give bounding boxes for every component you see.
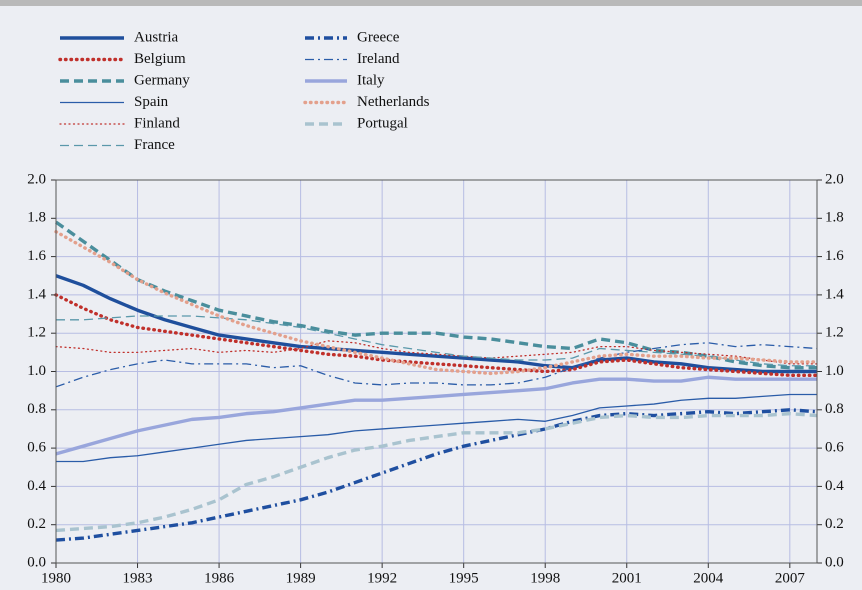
x-tick-label: 1980 — [41, 570, 71, 586]
legend: Austria Belgium Germany Spain Finland France G… — [58, 29, 430, 153]
legend-label: Belgium — [134, 51, 186, 67]
series-line — [54, 293, 819, 378]
plot-lines — [54, 220, 819, 542]
legend-label: Finland — [134, 115, 180, 131]
legend-label: Ireland — [357, 51, 400, 67]
y2-tick-label: 1.8 — [825, 210, 844, 226]
y-tick-label: 0.6 — [27, 440, 46, 456]
y-tick-label: 1.4 — [27, 286, 46, 302]
x-tick-label: 1992 — [367, 570, 397, 586]
y2-tick-label: 2.0 — [825, 171, 844, 187]
x-tick-label: 1995 — [449, 570, 479, 586]
y-tick-label: 1.2 — [27, 325, 46, 341]
y2-tick-label: 0.4 — [825, 478, 844, 494]
series-line — [55, 375, 817, 456]
x-tick-label: 1998 — [530, 570, 560, 586]
x-tick-label: 1986 — [204, 570, 235, 586]
y2-tick-label: 1.6 — [825, 248, 844, 264]
series-line — [55, 220, 817, 370]
legend-label: Greece — [357, 29, 400, 45]
legend-label: Spain — [134, 94, 169, 110]
y2-tick-label: 0.0 — [825, 554, 844, 570]
y-tick-label: 0.4 — [27, 478, 46, 494]
legend-label: Austria — [134, 29, 179, 45]
y2-tick-label: 0.8 — [825, 401, 844, 417]
y-tick-label: 0.0 — [27, 554, 46, 570]
y-tick-label: 1.8 — [27, 210, 46, 226]
legend-label: Germany — [134, 72, 190, 88]
y2-tick-label: 1.2 — [825, 325, 844, 341]
y2-tick-label: 0.6 — [825, 440, 844, 456]
x-tick-label: 2004 — [693, 570, 724, 586]
y2-tick-label: 1.4 — [825, 286, 844, 302]
legend-label: Italy — [357, 72, 385, 88]
y2-tick-label: 0.2 — [825, 516, 844, 532]
x-tick-label: 1983 — [123, 570, 153, 586]
series-line — [56, 315, 817, 367]
series-line — [55, 342, 818, 388]
y-tick-label: 0.8 — [27, 401, 46, 417]
series-line — [55, 408, 818, 542]
y-tick-label: 1.6 — [27, 248, 46, 264]
series-line — [55, 274, 817, 374]
top-bar — [0, 0, 862, 6]
x-tick-label: 2001 — [612, 570, 642, 586]
y2-tick-label: 1.0 — [825, 363, 844, 379]
series-line — [54, 230, 819, 376]
legend-label: Netherlands — [357, 94, 430, 110]
x-tick-label: 1989 — [286, 570, 316, 586]
x-tick-label: 2007 — [775, 570, 806, 586]
y-tick-label: 0.2 — [27, 516, 46, 532]
legend-label: Portugal — [357, 115, 408, 131]
plot-frame — [55, 179, 818, 564]
y-tick-label: 2.0 — [27, 171, 46, 187]
legend-label: France — [134, 137, 175, 153]
series-line — [55, 411, 818, 533]
series-line — [55, 340, 818, 365]
series-line — [56, 393, 817, 463]
y-tick-label: 1.0 — [27, 363, 46, 379]
axes: 0.0 0.2 0.4 0.6 0.8 1.0 1.2 1.4 1.6 1.8 2.0 0.0 0.2 0… — [27, 171, 844, 586]
